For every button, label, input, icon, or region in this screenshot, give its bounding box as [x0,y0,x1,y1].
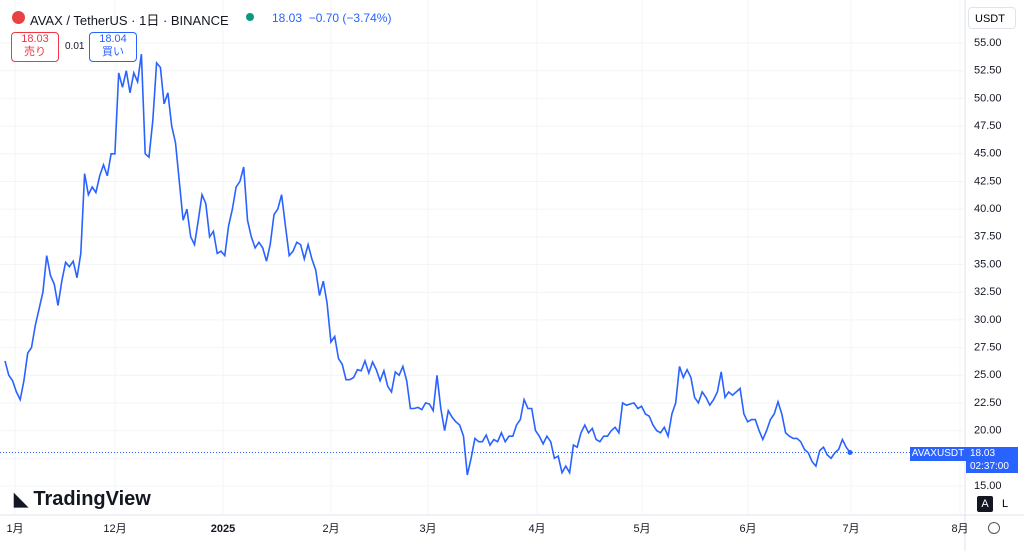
status-dot [246,13,254,21]
logo-text: TradingView [33,488,151,510]
x-tick-label: 12月 [103,523,126,535]
y-tick-label: 27.50 [974,341,1002,353]
x-tick-label: 5月 [633,523,650,535]
symbol-tag: AVAXUSDT [910,447,966,461]
x-tick-label: 4月 [528,523,545,535]
y-tick-label: 47.50 [974,120,1002,132]
y-tick-label: 52.50 [974,65,1002,77]
log-button[interactable]: L [1001,498,1009,510]
y-tick-label: 35.00 [974,258,1002,270]
change: −0.70 [308,11,340,25]
spread: 0.01 [65,41,85,52]
y-tick-label: 50.00 [974,92,1002,104]
logo: ◣ TradingView [14,488,151,510]
auto-button[interactable]: A [977,496,993,512]
sell-button[interactable]: 18.03 売り [11,32,59,62]
price: 18.03 [970,448,996,459]
x-tick-label: 8月 [951,523,968,535]
last: 18.03 [272,11,303,25]
y-tick-label: 25.00 [974,369,1002,381]
change-pct: (−3.74%) [342,11,392,25]
buy-price: 18.04 [99,33,127,45]
price-line [4,53,851,476]
sell-label: 売り [24,46,46,58]
y-tick-label: 20.00 [974,425,1002,437]
y-tick-label: 32.50 [974,286,1002,298]
x-tick-label: 2025 [211,523,235,535]
last-point [847,449,853,455]
x-tick-label: 1月 [6,523,23,535]
y-tick-label: 40.00 [974,203,1002,215]
buy-button[interactable]: 18.04 買い [89,32,137,62]
quote: 18.03 −0.70 (−3.74%) [272,11,391,25]
settings-button[interactable] [988,522,1000,534]
y-tick-label: 37.50 [974,231,1002,243]
y-tick-label: 15.00 [974,480,1002,492]
x-tick-label: 3月 [419,523,436,535]
countdown: 02:37:00 [970,461,1009,472]
y-tick-label: 45.00 [974,148,1002,160]
y-tick-label: 22.50 [974,397,1002,409]
y-tick-label: 55.00 [974,37,1002,49]
currency-select[interactable]: USDT [968,7,1016,29]
x-tick-label: 2月 [322,523,339,535]
symbol[interactable]: AVAX / TetherUS · 1日 · BINANCE [30,13,229,28]
coin-icon [12,11,25,24]
y-tick-label: 42.50 [974,175,1002,187]
y-tick-label: 30.00 [974,314,1002,326]
sell-price: 18.03 [21,33,49,45]
x-tick-label: 7月 [842,523,859,535]
x-tick-label: 6月 [739,523,756,535]
buy-label: 買い [102,46,124,58]
price-tag: 18.03 02:37:00 [966,447,1018,473]
